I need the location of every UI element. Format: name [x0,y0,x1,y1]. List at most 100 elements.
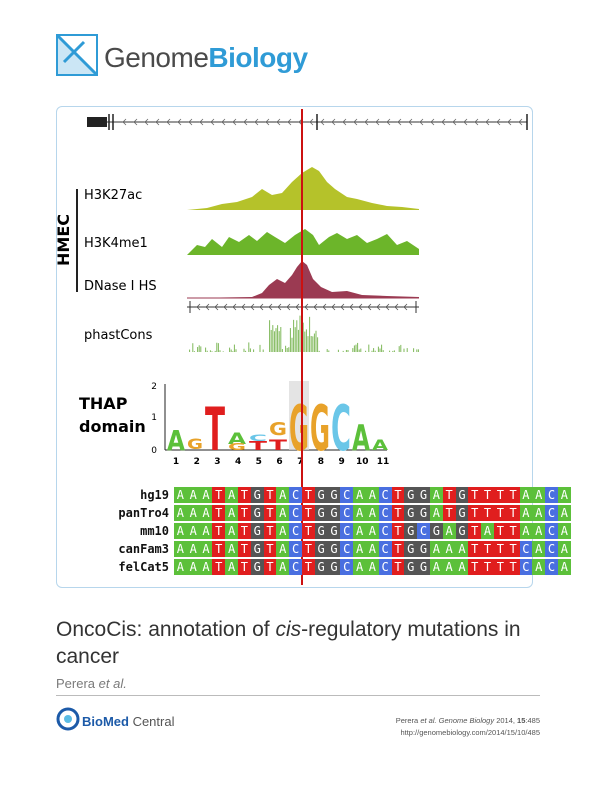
track-label-h3k27ac: H3K27ac [84,188,142,203]
nucleotide-A: A [276,523,290,539]
species-label: canFam3 [118,542,169,556]
nucleotide-A: A [174,487,187,503]
nucleotide-T: T [391,523,405,539]
nucleotide-C: C [289,523,302,539]
motif-position-1: 1 [173,457,179,467]
title-italic: cis [275,618,302,641]
nucleotide-A: A [429,505,443,521]
species-label: hg19 [140,488,169,502]
nucleotide-T: T [493,505,507,521]
nucleotide-A: A [186,505,200,521]
nucleotide-C: C [340,523,354,539]
nucleotide-T: T [468,541,482,557]
nucleotide-T: T [212,523,226,539]
motif-position-9: 9 [338,457,344,467]
nucleotide-G: G [455,487,469,503]
nucleotide-A: A [353,541,366,557]
nucleotide-A: A [429,559,443,575]
nucleotide-G: G [327,541,341,557]
author-name: Perera [56,676,96,691]
citation-volume: 15 [517,716,526,725]
nucleotide-A: A [557,523,571,539]
motif-position-7: 7 [297,457,303,467]
nucleotide-T: T [237,559,251,575]
nucleotide-C: C [378,559,392,575]
nucleotide-A: A [442,541,456,557]
nucleotide-T: T [237,541,251,557]
nucleotide-C: C [378,505,392,521]
svg-text:G: G [228,442,246,453]
nucleotide-T: T [391,487,405,503]
authors: Perera et al. [56,676,127,691]
nucleotide-A: A [519,487,533,503]
nucleotide-A: A [225,523,238,539]
nucleotide-C: C [519,559,533,575]
nucleotide-A: A [532,559,546,575]
nucleotide-T: T [301,541,315,557]
svg-text:C: C [331,392,351,465]
nucleotide-A: A [455,541,469,557]
journal-name: GenomeBiology [104,42,308,74]
nucleotide-A: A [186,541,200,557]
svg-text:A: A [167,424,185,457]
species-label: panTro4 [118,506,169,520]
motif-position-11: 11 [377,457,390,467]
nucleotide-T: T [391,541,405,557]
nucleotide-C: C [519,541,533,557]
motif-letters: A G T A G C T G T G G C A A [167,392,388,465]
nucleotide-T: T [263,559,277,575]
nucleotide-C: C [545,505,558,521]
nucleotide-A: A [225,487,238,503]
nucleotide-G: G [429,523,443,539]
motif-label-domain: domain [79,417,146,436]
motif-position-3: 3 [214,457,220,467]
citation-author: Perera [395,716,421,725]
nucleotide-A: A [429,487,443,503]
svg-text:A: A [228,429,247,448]
nucleotide-T: T [493,541,507,557]
nucleotide-C: C [340,487,354,503]
nucleotide-C: C [340,505,354,521]
nucleotide-A: A [174,523,187,539]
nucleotide-T: T [442,487,456,503]
svg-text:G: G [289,392,309,465]
nucleotide-A: A [174,505,187,521]
nucleotide-T: T [493,523,507,539]
nucleotide-C: C [378,541,392,557]
nucleotide-A: A [353,559,366,575]
nucleotide-C: C [340,559,354,575]
publisher-part2: Central [128,714,175,729]
alignment-row: mm10 A A A T A T G T A C T G G C A A C T G C G A G T A T T A A C A [89,523,571,539]
nucleotide-A: A [199,541,213,557]
nucleotide-G: G [404,523,418,539]
nucleotide-A: A [519,505,533,521]
nucleotide-G: G [314,559,328,575]
nucleotide-T: T [391,559,405,575]
nucleotide-G: G [417,541,430,557]
nucleotide-A: A [276,541,290,557]
nucleotide-C: C [289,541,302,557]
nucleotide-G: G [314,487,328,503]
nucleotide-T: T [481,487,494,503]
nucleotide-T: T [263,523,277,539]
svg-text:G: G [269,419,287,440]
citation-url[interactable]: http://genomebiology.com/2014/15/10/485 [400,728,540,737]
svg-text:T: T [269,438,288,454]
motif-position-4: 4 [235,457,241,467]
nucleotide-T: T [506,505,520,521]
authors-etal: et al. [98,676,127,691]
nucleotide-A: A [442,559,456,575]
nucleotide-T: T [481,541,494,557]
genome-browser-figure: HMEC H3K27ac H3K4me1 DNase I HS phastCon… [54,109,528,591]
biomed-central-logo-icon [56,707,80,731]
nucleotide-T: T [468,559,482,575]
nucleotide-C: C [378,487,392,503]
nucleotide-G: G [417,559,430,575]
nucleotide-A: A [365,487,379,503]
citation-journal: et al. Genome Biology [420,716,495,725]
nucleotide-A: A [365,559,379,575]
genome-biology-logo-icon [56,34,98,76]
nucleotide-A: A [353,523,366,539]
nucleotide-G: G [404,541,418,557]
